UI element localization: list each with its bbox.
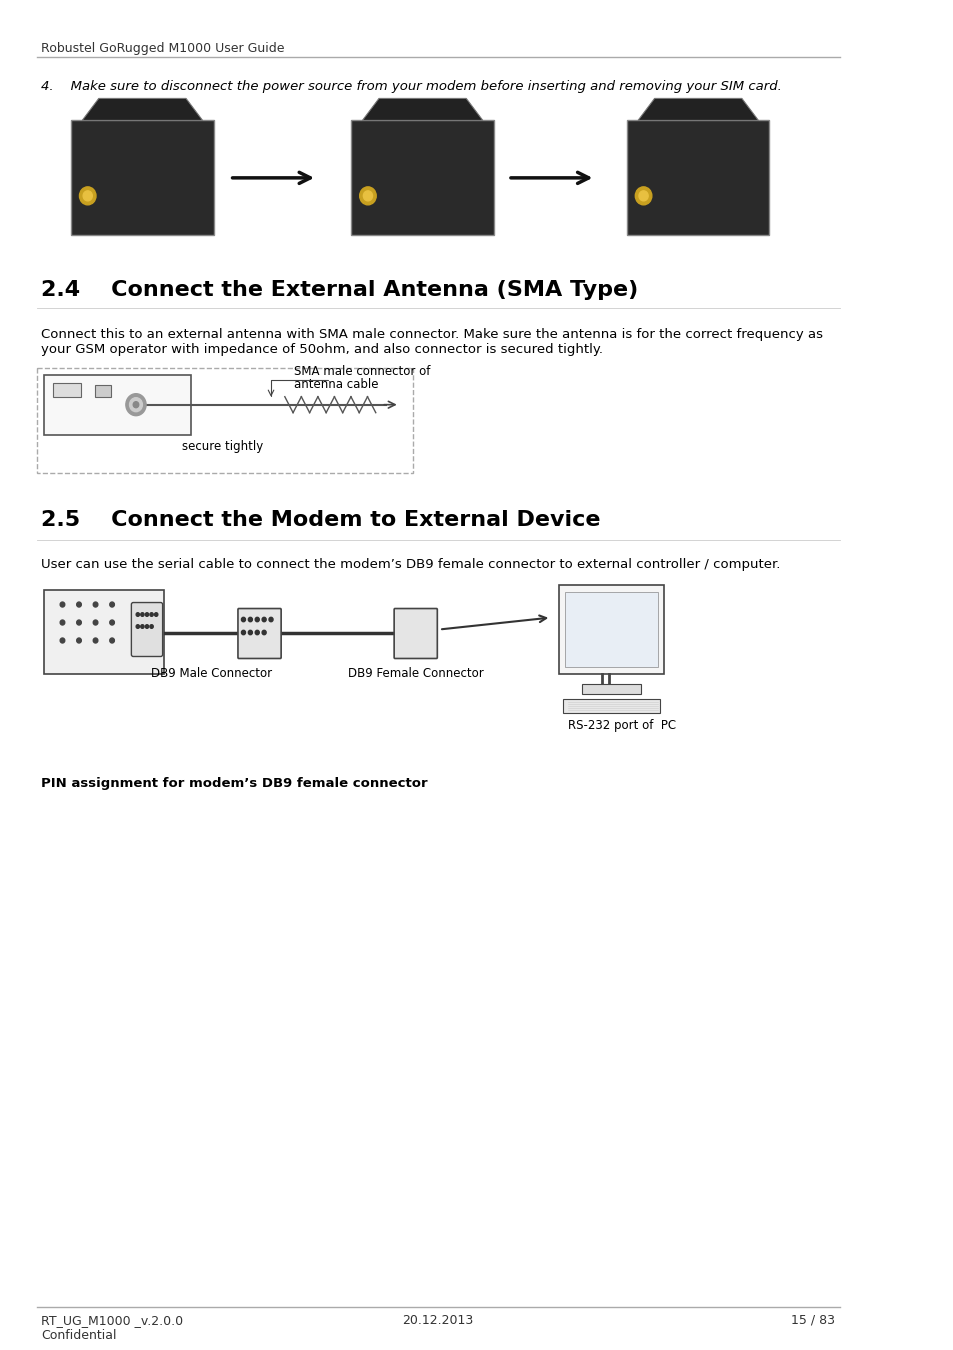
Circle shape — [76, 602, 81, 608]
Circle shape — [110, 620, 114, 625]
Circle shape — [110, 639, 114, 643]
Circle shape — [76, 620, 81, 625]
Bar — [71, 120, 213, 235]
Circle shape — [248, 617, 253, 622]
Circle shape — [136, 613, 139, 617]
Circle shape — [76, 639, 81, 643]
Circle shape — [79, 186, 96, 205]
Text: 20.12.2013: 20.12.2013 — [402, 1314, 474, 1327]
Bar — [626, 120, 769, 235]
Text: secure tightly: secure tightly — [182, 440, 263, 452]
Circle shape — [248, 630, 253, 634]
FancyBboxPatch shape — [394, 609, 436, 659]
Bar — [37, 367, 413, 472]
Text: RS-232 port of  PC: RS-232 port of PC — [567, 720, 675, 733]
Text: 4.    Make sure to disconnect the power source from your modem before inserting : 4. Make sure to disconnect the power sou… — [41, 80, 781, 93]
Bar — [562, 699, 659, 713]
Polygon shape — [638, 99, 758, 120]
Circle shape — [83, 190, 92, 201]
FancyBboxPatch shape — [132, 602, 162, 656]
Circle shape — [359, 186, 375, 205]
Text: RT_UG_M1000 _v.2.0.0
Confidential: RT_UG_M1000 _v.2.0.0 Confidential — [41, 1314, 183, 1342]
Text: 2.5    Connect the Modem to External Device: 2.5 Connect the Modem to External Device — [41, 509, 600, 529]
Circle shape — [262, 630, 266, 634]
Circle shape — [154, 613, 157, 617]
Circle shape — [241, 630, 245, 634]
Circle shape — [150, 613, 153, 617]
Text: DB9 Female Connector: DB9 Female Connector — [348, 667, 483, 680]
Text: SMA male connector of: SMA male connector of — [294, 364, 430, 378]
Circle shape — [133, 402, 138, 408]
Bar — [564, 591, 658, 667]
Text: Connect this to an external antenna with SMA male connector. Make sure the anten: Connect this to an external antenna with… — [41, 328, 822, 356]
Circle shape — [60, 639, 65, 643]
Circle shape — [110, 602, 114, 608]
Circle shape — [141, 625, 144, 628]
Circle shape — [60, 602, 65, 608]
Polygon shape — [82, 99, 202, 120]
Circle shape — [639, 190, 647, 201]
Bar — [94, 385, 112, 397]
Bar — [351, 120, 494, 235]
Circle shape — [93, 620, 98, 625]
Circle shape — [635, 186, 651, 205]
Circle shape — [241, 617, 245, 622]
Text: PIN assignment for modem’s DB9 female connector: PIN assignment for modem’s DB9 female co… — [41, 778, 428, 790]
Text: User can use the serial cable to connect the modem’s DB9 female connector to ext: User can use the serial cable to connect… — [41, 558, 780, 571]
Circle shape — [130, 398, 142, 412]
Bar — [581, 684, 640, 694]
Circle shape — [262, 617, 266, 622]
Circle shape — [145, 613, 149, 617]
Text: 2.4    Connect the External Antenna (SMA Type): 2.4 Connect the External Antenna (SMA Ty… — [41, 279, 638, 300]
Bar — [44, 590, 163, 675]
Circle shape — [255, 630, 259, 634]
Circle shape — [269, 617, 273, 622]
Bar — [558, 585, 663, 675]
FancyBboxPatch shape — [237, 609, 281, 659]
Text: antenna cable: antenna cable — [294, 378, 378, 390]
Circle shape — [150, 625, 153, 628]
Text: 15 / 83: 15 / 83 — [790, 1314, 834, 1327]
Circle shape — [255, 617, 259, 622]
Polygon shape — [362, 99, 482, 120]
Circle shape — [93, 639, 98, 643]
Circle shape — [126, 394, 146, 416]
Text: DB9 Male Connector: DB9 Male Connector — [151, 667, 272, 680]
Circle shape — [141, 613, 144, 617]
Circle shape — [60, 620, 65, 625]
Text: Robustel GoRugged M1000 User Guide: Robustel GoRugged M1000 User Guide — [41, 42, 285, 55]
Circle shape — [363, 190, 373, 201]
Circle shape — [136, 625, 139, 628]
Circle shape — [93, 602, 98, 608]
Bar — [44, 375, 191, 435]
Circle shape — [145, 625, 149, 628]
Bar — [53, 382, 81, 397]
